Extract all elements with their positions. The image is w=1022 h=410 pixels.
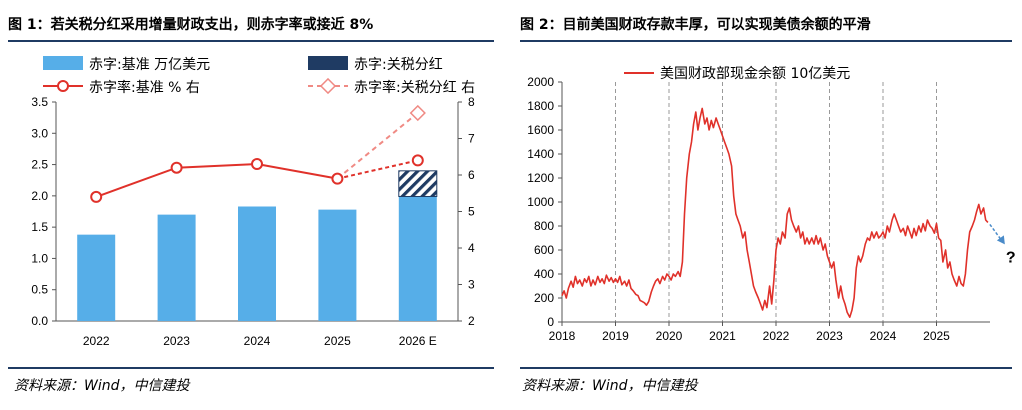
line-treasury-cash-balance — [561, 107, 989, 319]
right-axis-tick-label: 4 — [468, 241, 475, 255]
x-axis-tick-label: 2018 — [549, 329, 576, 343]
left-axis-tick-label: 2.5 — [31, 158, 48, 172]
projection-arrow-head — [996, 235, 1005, 245]
legend-swatch-deficit-baseline — [43, 56, 83, 70]
left-axis-tick-label: 0.0 — [31, 314, 48, 328]
right-axis-tick-label: 3 — [468, 278, 475, 292]
marker-deficit-rate-baseline — [170, 161, 183, 174]
chart1: 0.0 0.5 1.0 1.5 2.0 2.5 3.0 3.5 2 3 4 5 6 7 8 2022 202… — [31, 56, 475, 348]
y-axis-tick-label: 0 — [547, 315, 554, 329]
legend-swatch-deficit-tariff — [308, 56, 348, 70]
figure2-title: 图 2：目前美国财政存款丰厚，可以实现美债余额的平滑 — [520, 17, 871, 33]
x-axis-tick-label: 2020 — [656, 329, 683, 343]
x-axis-tick-label: 2022 — [83, 334, 110, 348]
left-axis-tick-label: 3.5 — [31, 95, 48, 109]
figure2-source: 资料来源：Wind，中信建投 — [522, 378, 698, 394]
legend-label-deficit-rate-tariff: 赤字率:关税分红 右 — [354, 79, 475, 96]
x-axis-tick-label: 2019 — [602, 329, 629, 343]
y-axis-tick-label: 200 — [534, 291, 554, 305]
bar-deficit-baseline — [157, 214, 196, 321]
marker-deficit-rate-baseline — [331, 172, 344, 185]
marker-deficit-rate-baseline — [411, 154, 424, 167]
figure1-source-rule — [8, 367, 494, 369]
x-axis-tick-label: 2023 — [163, 334, 190, 348]
y-axis-tick-label: 600 — [534, 243, 554, 257]
left-axis-tick-label: 0.5 — [31, 283, 48, 297]
y-axis-tick-label: 2000 — [527, 75, 554, 89]
figure1-title: 图 1：若关税分红采用增量财政支出，则赤字率或接近 8% — [8, 17, 374, 33]
legend-label-deficit-tariff: 赤字:关税分红 — [354, 57, 443, 73]
x-axis-tick-label: 2024 — [244, 334, 271, 348]
legend-label-treasury-cash-balance: 美国财政部现金余额 10亿美元 — [660, 65, 850, 82]
legend-label-deficit-rate-baseline: 赤字率:基准 % 右 — [89, 79, 200, 96]
projection-question-mark: ? — [1006, 249, 1016, 266]
y-axis-tick-label: 1800 — [527, 99, 554, 113]
bar-deficit-baseline — [77, 234, 116, 321]
y-axis-tick-label: 1400 — [527, 147, 554, 161]
figure1-title-rule — [8, 40, 494, 42]
x-axis-tick-label: 2021 — [709, 329, 736, 343]
y-axis-tick-label: 1200 — [527, 171, 554, 185]
legend-marker-deficit-rate-tariff — [319, 77, 337, 95]
marker-deficit-rate-baseline — [251, 158, 263, 171]
legend-marker-deficit-rate-baseline — [57, 80, 69, 92]
left-axis-tick-label: 2.0 — [31, 189, 48, 203]
line-deficit-rate-tariff — [336, 112, 419, 180]
bar-deficit-baseline — [318, 209, 357, 321]
marker-deficit-rate-tariff — [409, 104, 426, 122]
figure2-source-rule — [520, 367, 1012, 369]
y-axis-tick-label: 400 — [534, 267, 554, 281]
projection-arrow-line — [989, 223, 1002, 240]
chart2: 0 200 400 600 800 1000 1200 1400 1600 1800 2000 201… — [527, 65, 1016, 343]
x-axis-tick-label: 2022 — [763, 329, 790, 343]
y-axis-tick-label: 800 — [534, 219, 554, 233]
figure2-title-rule — [520, 40, 1012, 42]
right-axis-tick-label: 6 — [468, 168, 475, 182]
x-axis-tick-label: 2026 E — [399, 334, 437, 348]
left-axis-tick-label: 1.5 — [31, 220, 48, 234]
figure1-source: 资料来源：Wind，中信建投 — [14, 378, 190, 394]
x-axis-tick-label: 2024 — [870, 329, 897, 343]
legend-label-deficit-baseline: 赤字:基准 万亿美元 — [89, 56, 210, 73]
right-axis-tick-label: 7 — [468, 132, 475, 146]
y-axis-tick-label: 1600 — [527, 123, 554, 137]
marker-deficit-rate-baseline — [90, 190, 103, 203]
y-axis-tick-label: 1000 — [527, 195, 554, 209]
bar-deficit-baseline — [398, 196, 437, 321]
right-axis-tick-label: 5 — [468, 205, 475, 219]
right-axis-tick-label: 8 — [468, 95, 475, 109]
x-axis-tick-label: 2025 — [324, 334, 351, 348]
left-axis-tick-label: 1.0 — [31, 251, 48, 265]
left-axis-tick-label: 3.0 — [31, 126, 48, 140]
line-deficit-rate-baseline — [95, 163, 338, 198]
bar-deficit-baseline — [238, 206, 276, 321]
bar-deficit-tariff-dividend — [398, 170, 438, 197]
right-axis-tick-label: 2 — [468, 314, 475, 328]
x-axis-tick-label: 2023 — [816, 329, 843, 343]
x-axis-tick-label: 2025 — [923, 329, 950, 343]
